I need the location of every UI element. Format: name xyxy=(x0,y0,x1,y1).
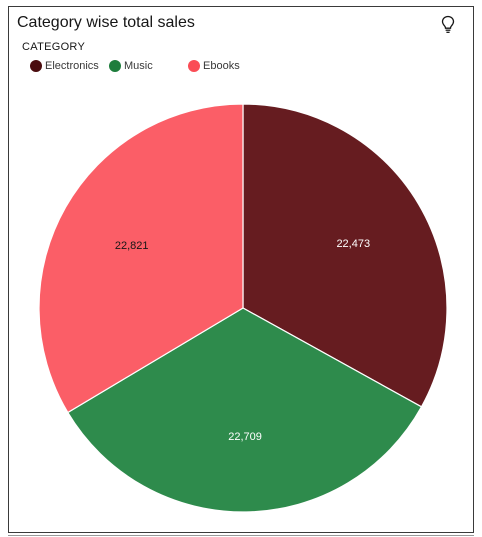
card-border-gap xyxy=(466,270,467,300)
pie-slice-music[interactable] xyxy=(66,307,423,513)
legend-label-music: Music xyxy=(124,60,153,72)
legend-item-ebooks[interactable]: Ebooks xyxy=(188,59,240,73)
data-label-electronics: 22,473 xyxy=(336,238,370,250)
legend-label-ebooks: Ebooks xyxy=(203,60,240,72)
chart-title: Category wise total sales xyxy=(17,14,195,31)
card-bottom-edge xyxy=(8,535,474,536)
lightbulb-icon[interactable] xyxy=(440,15,456,35)
legend-item-music[interactable]: Music xyxy=(109,59,153,73)
legend-label-electronics: Electronics xyxy=(45,60,99,72)
data-label-ebooks: 22,821 xyxy=(115,240,149,252)
legend-item-electronics[interactable]: Electronics xyxy=(30,59,99,73)
legend-dot-electronics xyxy=(30,60,42,72)
data-label-music: 22,709 xyxy=(228,431,262,443)
legend-title: CATEGORY xyxy=(22,41,86,53)
legend-dot-ebooks xyxy=(188,60,200,72)
pie-slice-ebooks[interactable] xyxy=(38,103,244,414)
legend-dot-music xyxy=(109,60,121,72)
pie-slice-electronics[interactable] xyxy=(242,103,448,408)
